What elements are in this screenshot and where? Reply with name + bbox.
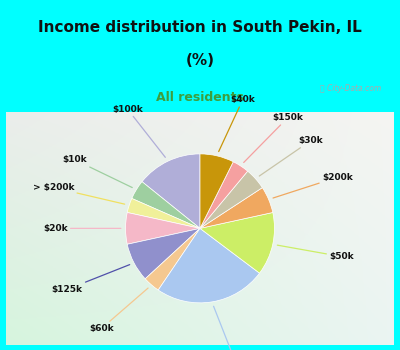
Wedge shape	[127, 198, 200, 228]
Text: $75k: $75k	[214, 306, 247, 350]
Text: $50k: $50k	[277, 245, 354, 261]
Wedge shape	[132, 182, 200, 228]
Wedge shape	[145, 228, 200, 290]
Text: $40k: $40k	[219, 95, 255, 152]
Text: All residents: All residents	[156, 91, 244, 104]
Text: $10k: $10k	[62, 155, 132, 188]
Wedge shape	[158, 228, 260, 303]
Wedge shape	[127, 228, 200, 279]
Text: > $200k: > $200k	[33, 183, 125, 204]
Text: $125k: $125k	[52, 265, 130, 294]
Text: Income distribution in South Pekin, IL: Income distribution in South Pekin, IL	[38, 20, 362, 35]
Text: (%): (%)	[186, 53, 214, 68]
Wedge shape	[200, 154, 233, 228]
Text: $60k: $60k	[89, 288, 148, 333]
Text: ⓘ City-Data.com: ⓘ City-Data.com	[320, 84, 382, 93]
Text: $20k: $20k	[43, 224, 121, 233]
Wedge shape	[142, 154, 200, 228]
Text: $100k: $100k	[112, 105, 165, 158]
Wedge shape	[200, 212, 274, 273]
Wedge shape	[200, 162, 248, 228]
Wedge shape	[200, 188, 273, 228]
Wedge shape	[126, 212, 200, 244]
Text: $200k: $200k	[273, 173, 353, 198]
Text: $150k: $150k	[244, 113, 303, 162]
Text: $30k: $30k	[259, 136, 323, 176]
Wedge shape	[200, 171, 262, 228]
